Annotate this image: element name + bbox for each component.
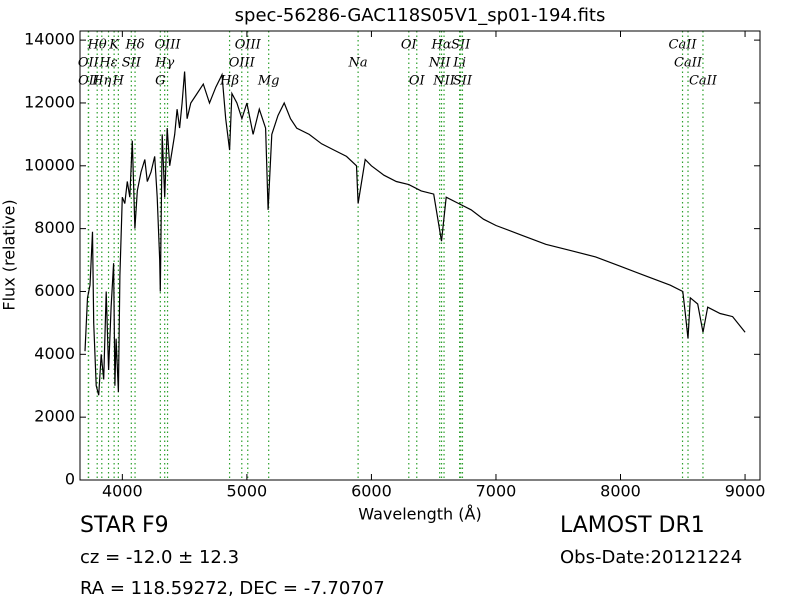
y-tick-label: 4000 [34,344,75,363]
spectral-line-label: OIII [235,38,262,53]
y-tick-label: 2000 [34,407,75,426]
spectral-line-label: Mg [257,74,280,89]
y-tick-label: 6000 [34,281,75,300]
redshift: cz = -12.0 ± 12.3 [80,547,239,568]
spectral-line-label: Li [452,56,466,71]
spectral-line-label: NII [432,74,456,89]
spectral-line-label: K [108,38,120,53]
spectral-line-label: Hδ [124,38,144,53]
x-axis-label: Wavelength (Å) [358,505,481,524]
x-tick-label: 5000 [227,482,268,501]
y-tick-label: 10000 [24,155,75,174]
chart-title: spec-56286-GAC118S05V1_sp01-194.fits [235,5,606,26]
subclass: F9 [142,513,169,538]
spectral-line-label: Hβ [219,74,239,89]
spectral-line-label: NII [428,56,452,71]
spectral-line-label: OI [409,74,426,89]
y-axis-label: Flux (relative) [0,199,19,310]
x-tick-label: 9000 [725,482,766,501]
spectral-line-label: Hη [91,74,111,89]
x-tick-label: 8000 [600,482,641,501]
spectral-line-label: H [112,74,125,89]
y-tick-label: 8000 [34,218,75,237]
spectral-line-label: Hε [98,56,117,71]
x-tick-label: 7000 [476,482,517,501]
y-tick-label: 14000 [24,30,75,49]
y-tick-label: 12000 [24,92,75,111]
spectral-line-label: Na [348,56,368,71]
spectral-line-label: OI [401,38,418,53]
survey: LAMOST DR1 [560,513,705,538]
spectral-line-label: CaII [674,56,703,71]
obs-date: Obs-Date:20121224 [560,547,742,568]
spectral-line-label: SII [122,56,142,71]
spectral-line-label: OIII [155,38,182,53]
spectral-line-label: Hα [430,38,451,53]
spectral-line-label: CaII [689,74,718,89]
spectral-line-label: OII [78,74,100,89]
spectral-line-label: G [155,74,165,89]
spectrum-line [84,71,746,396]
spectral-line-label: CaII [669,38,698,53]
x-tick-label: 4000 [102,482,143,501]
spectral-line-label: SII [451,38,471,53]
spectral-line-label: SII [453,74,473,89]
spectral-line-label: Hγ [154,56,174,71]
y-tick-label: 0 [65,470,75,489]
plot-frame [79,30,761,481]
coordinates: RA = 118.59272, DEC = -7.70707 [80,578,385,599]
x-tick-label: 6000 [351,482,392,501]
spectral-line-label: Hθ [87,38,107,53]
object-class: STAR [80,513,136,538]
spectral-line-label: OIII [229,56,256,71]
